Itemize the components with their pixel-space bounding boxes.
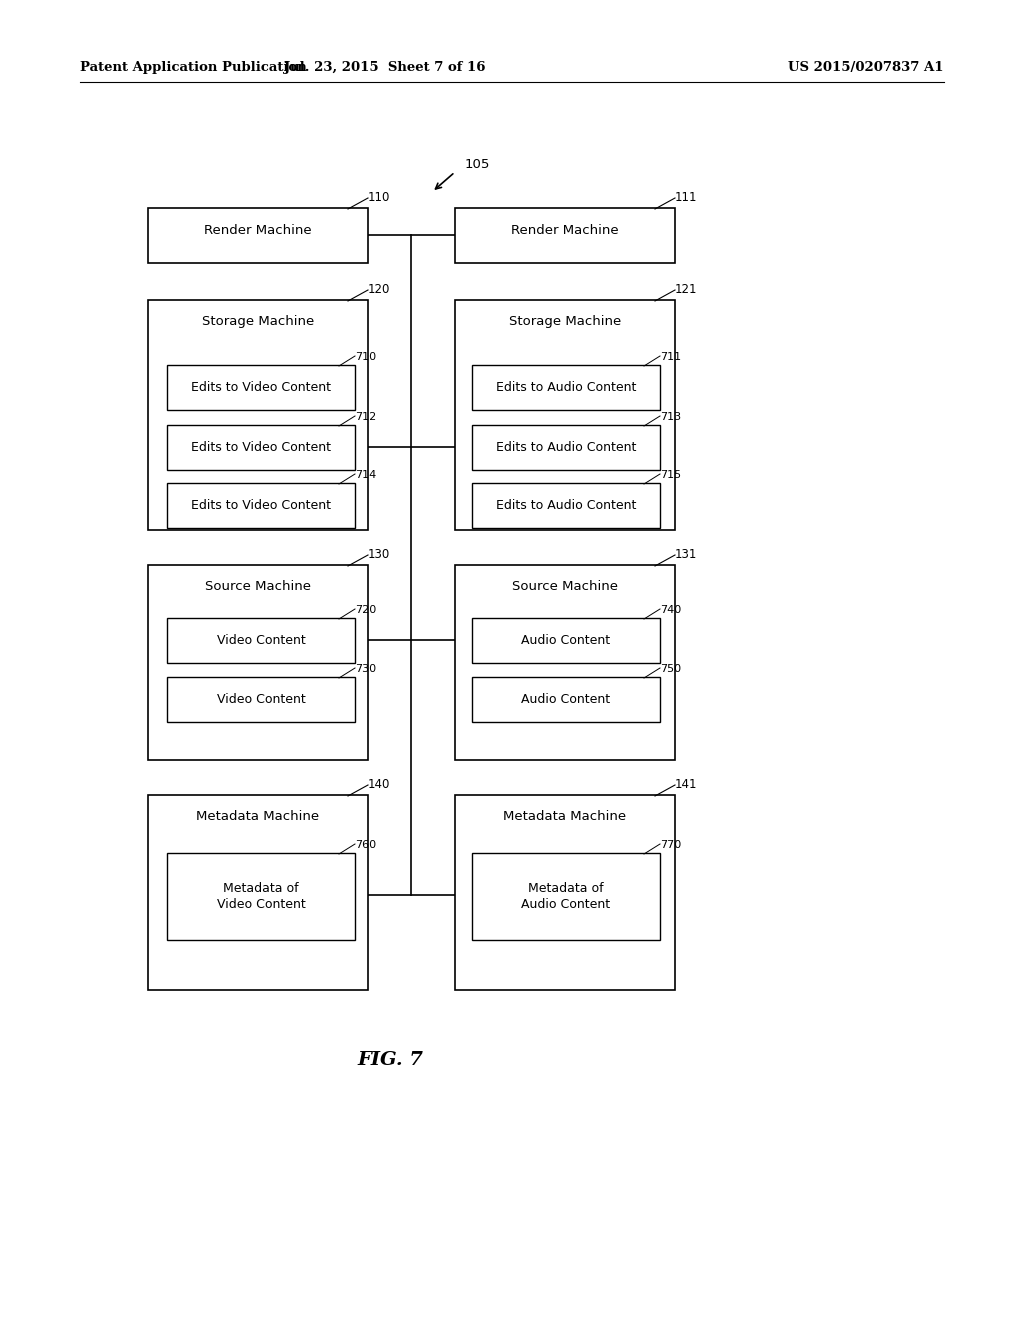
Text: 713: 713: [660, 412, 681, 422]
Bar: [472, 366, 660, 411]
Text: 121: 121: [675, 282, 697, 296]
Bar: [167, 677, 355, 722]
Text: Video Content: Video Content: [217, 634, 305, 647]
Text: 140: 140: [368, 777, 390, 791]
Bar: [148, 209, 368, 263]
Bar: [455, 209, 675, 263]
Bar: [148, 300, 368, 531]
Bar: [455, 795, 675, 990]
Text: Audio Content: Audio Content: [521, 693, 610, 706]
Text: 710: 710: [355, 352, 376, 362]
Text: 130: 130: [368, 548, 390, 561]
Text: US 2015/0207837 A1: US 2015/0207837 A1: [788, 62, 944, 74]
Text: 760: 760: [355, 840, 376, 850]
Bar: [167, 366, 355, 411]
Text: Edits to Video Content: Edits to Video Content: [191, 381, 331, 393]
Text: 720: 720: [355, 605, 376, 615]
Text: 730: 730: [355, 664, 376, 675]
Text: 105: 105: [465, 158, 490, 172]
Text: Source Machine: Source Machine: [205, 581, 311, 594]
Text: 111: 111: [675, 191, 697, 205]
Bar: [148, 565, 368, 760]
Text: Video Content: Video Content: [217, 693, 305, 706]
Text: Storage Machine: Storage Machine: [202, 315, 314, 329]
Text: 715: 715: [660, 470, 681, 480]
Bar: [167, 853, 355, 940]
Text: Storage Machine: Storage Machine: [509, 315, 622, 329]
Text: Metadata of
Audio Content: Metadata of Audio Content: [521, 882, 610, 912]
Text: Jul. 23, 2015  Sheet 7 of 16: Jul. 23, 2015 Sheet 7 of 16: [285, 62, 485, 74]
Text: Render Machine: Render Machine: [204, 223, 312, 236]
Text: 110: 110: [368, 191, 390, 205]
Text: Edits to Audio Content: Edits to Audio Content: [496, 381, 636, 393]
Bar: [472, 425, 660, 470]
Text: 770: 770: [660, 840, 681, 850]
Bar: [167, 425, 355, 470]
Text: Edits to Audio Content: Edits to Audio Content: [496, 499, 636, 512]
Bar: [455, 565, 675, 760]
Bar: [472, 483, 660, 528]
Text: Edits to Audio Content: Edits to Audio Content: [496, 441, 636, 454]
Text: Metadata Machine: Metadata Machine: [197, 810, 319, 824]
Bar: [167, 483, 355, 528]
Bar: [167, 618, 355, 663]
Text: FIG. 7: FIG. 7: [357, 1051, 423, 1069]
Text: 740: 740: [660, 605, 681, 615]
Text: Edits to Video Content: Edits to Video Content: [191, 499, 331, 512]
Text: 711: 711: [660, 352, 681, 362]
Text: 712: 712: [355, 412, 376, 422]
Text: Patent Application Publication: Patent Application Publication: [80, 62, 307, 74]
Text: 714: 714: [355, 470, 376, 480]
Bar: [455, 300, 675, 531]
Bar: [148, 795, 368, 990]
Text: 120: 120: [368, 282, 390, 296]
Bar: [472, 618, 660, 663]
Text: Metadata of
Video Content: Metadata of Video Content: [217, 882, 305, 912]
Bar: [472, 853, 660, 940]
Text: Render Machine: Render Machine: [511, 223, 618, 236]
Bar: [472, 677, 660, 722]
Text: Metadata Machine: Metadata Machine: [504, 810, 627, 824]
Text: 750: 750: [660, 664, 681, 675]
Text: Edits to Video Content: Edits to Video Content: [191, 441, 331, 454]
Text: Audio Content: Audio Content: [521, 634, 610, 647]
Text: 131: 131: [675, 548, 697, 561]
Text: 141: 141: [675, 777, 697, 791]
Text: Source Machine: Source Machine: [512, 581, 618, 594]
